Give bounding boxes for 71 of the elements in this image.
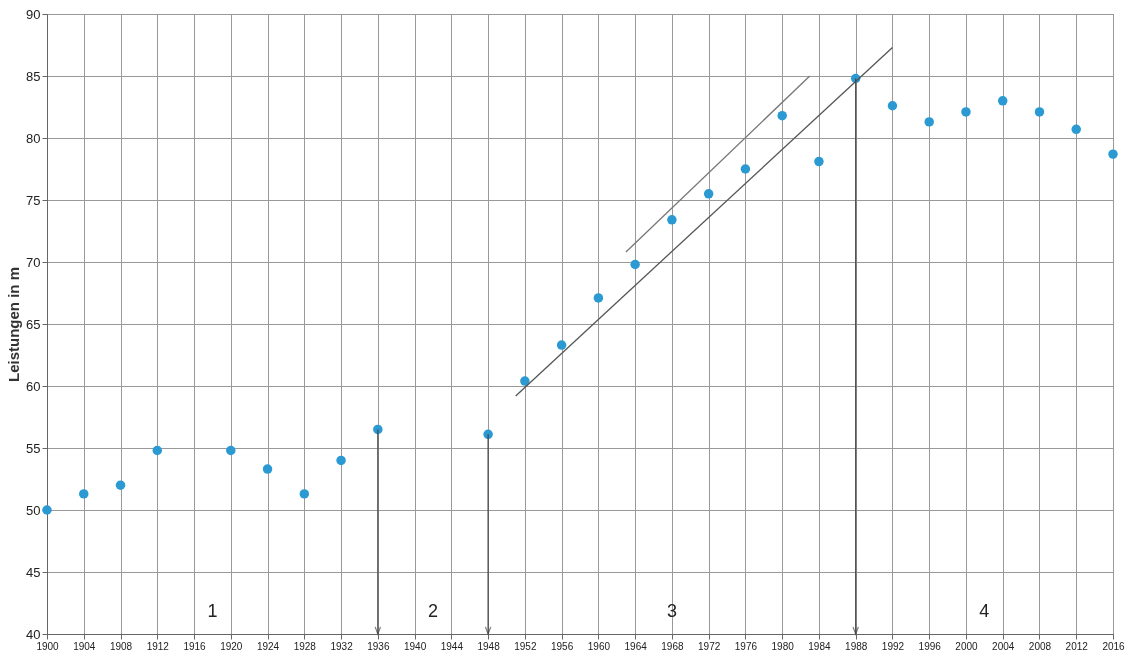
point — [777, 110, 787, 121]
x-tick-label: 2008 — [1028, 640, 1052, 652]
point — [152, 445, 163, 456]
x-tick-label: 1972 — [698, 640, 721, 652]
y-tick-label: 75 — [26, 192, 41, 208]
x-tick-label: 1928 — [293, 640, 317, 652]
point — [961, 107, 971, 117]
x-tick-label: 2004 — [992, 640, 1015, 652]
x-tick-label: 1996 — [918, 640, 942, 652]
point — [373, 424, 383, 435]
y-tick-label: 60 — [26, 378, 41, 394]
x-tick-label: 2016 — [1102, 640, 1126, 652]
annotation: 1 — [207, 601, 218, 621]
point — [262, 464, 273, 474]
y-tick-label: 55 — [26, 440, 41, 456]
point — [997, 96, 1008, 106]
x-tick-label: 1984 — [808, 640, 831, 652]
x-tick-label: 1956 — [551, 640, 574, 652]
x-tick-label: 1932 — [330, 640, 354, 652]
x-tick-label: 1952 — [514, 640, 537, 652]
x-tick-label: 1964 — [624, 640, 648, 652]
x-tick-label: 1948 — [477, 640, 501, 652]
x-tick-label: 1980 — [771, 640, 795, 652]
point — [814, 156, 824, 167]
y-tick-label: 70 — [26, 254, 41, 270]
point — [667, 215, 677, 225]
x-tick-label: 1968 — [661, 640, 684, 652]
point — [703, 189, 714, 199]
x-tick-label: 1908 — [109, 640, 133, 652]
point — [1108, 149, 1118, 159]
point — [1034, 107, 1045, 117]
x-tick-label: 1992 — [881, 640, 905, 652]
y-axis-title: Leistungen in m — [5, 266, 23, 383]
point — [79, 489, 89, 499]
y-tick-label: 85 — [26, 68, 41, 84]
y-tick-label: 50 — [26, 502, 41, 518]
y-tick-label: 65 — [26, 316, 41, 332]
point — [924, 117, 934, 127]
y-tick-label: 80 — [26, 130, 41, 146]
x-tick-label: 1936 — [367, 640, 390, 652]
point — [740, 164, 751, 174]
x-tick-label: 1944 — [440, 640, 464, 652]
y-tick-label: 40 — [26, 626, 41, 642]
x-tick-label: 1976 — [734, 640, 758, 652]
annotation: 2 — [427, 601, 438, 621]
x-tick-label: 2000 — [955, 640, 979, 652]
annotation: 4 — [979, 601, 990, 621]
x-tick-label: 1924 — [256, 640, 280, 652]
point — [336, 455, 346, 466]
x-tick-label: 1988 — [845, 640, 868, 652]
y-tick-label: 45 — [26, 564, 41, 580]
annotation: 3 — [666, 601, 677, 621]
x-tick-label: 1960 — [587, 640, 611, 652]
point — [556, 340, 567, 350]
x-tick-label: 1920 — [220, 640, 243, 652]
point — [226, 445, 236, 456]
point — [1071, 124, 1081, 135]
x-tick-label: 2012 — [1065, 640, 1089, 652]
point — [887, 101, 898, 111]
point — [115, 480, 126, 490]
point — [593, 293, 604, 303]
point — [630, 259, 640, 270]
y-tick-label: 90 — [26, 6, 41, 22]
x-tick-label: 1912 — [146, 640, 170, 652]
x-tick-label: 1904 — [73, 640, 96, 652]
x-tick-label: 1940 — [403, 640, 427, 652]
point — [520, 376, 530, 386]
x-tick-label: 1900 — [36, 640, 60, 652]
x-tick-label: 1916 — [183, 640, 207, 652]
point — [42, 505, 52, 515]
point — [299, 489, 310, 499]
